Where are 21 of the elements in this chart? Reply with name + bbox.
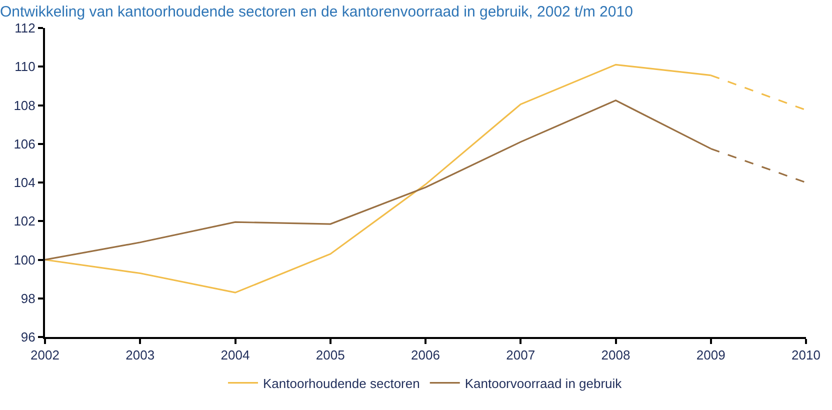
x-tick-label: 2008 (601, 348, 630, 363)
x-tick-label: 2004 (220, 348, 250, 363)
x-tick-label: 2009 (696, 348, 726, 363)
y-tick-label: 96 (20, 330, 36, 345)
x-tick-label: 2006 (411, 348, 440, 363)
legend-label: Kantoorhoudende sectoren (263, 376, 420, 391)
y-tick-label: 100 (14, 252, 36, 268)
legend-label: Kantoorvoorraad in gebruik (464, 376, 622, 391)
y-tick-label: 110 (14, 59, 36, 74)
chart-title: Ontwikkeling van kantoorhoudende sectoren en de kantorenvoorraad in gebruik, 2002 t/m 2010 (0, 4, 633, 21)
y-tick-label: 112 (14, 20, 36, 36)
x-tick-label: 2005 (316, 348, 345, 363)
y-tick-label: 98 (20, 290, 36, 306)
x-tick-label: 2003 (126, 348, 155, 363)
y-tick-label: 108 (14, 98, 36, 113)
y-tick-label: 102 (14, 214, 36, 229)
y-tick-label: 106 (14, 136, 36, 152)
x-tick-label: 2002 (30, 348, 60, 363)
x-tick-label: 2007 (506, 348, 536, 363)
x-tick-label: 2010 (792, 348, 820, 363)
y-tick-label: 104 (14, 175, 36, 190)
